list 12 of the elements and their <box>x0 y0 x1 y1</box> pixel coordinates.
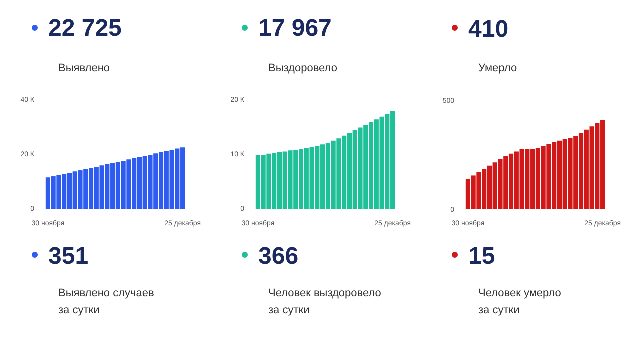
chart-subtitle: Умерло <box>478 62 518 74</box>
text: 15 <box>468 243 496 270</box>
chart-title: 22 725 <box>48 15 122 42</box>
chart-title: 410 <box>468 16 509 43</box>
chart-title: 17 967 <box>258 15 332 42</box>
text: Человек умерло за сутки <box>478 288 562 316</box>
text: 366 <box>258 243 299 270</box>
text: Человек выздоровело за сутки <box>268 288 382 316</box>
text: Выявлено случаев за сутки <box>58 288 154 316</box>
text: 351 <box>48 243 89 270</box>
chart-subtitle: Выявлено <box>58 62 110 74</box>
chart-subtitle: Выздоровело <box>268 62 338 74</box>
